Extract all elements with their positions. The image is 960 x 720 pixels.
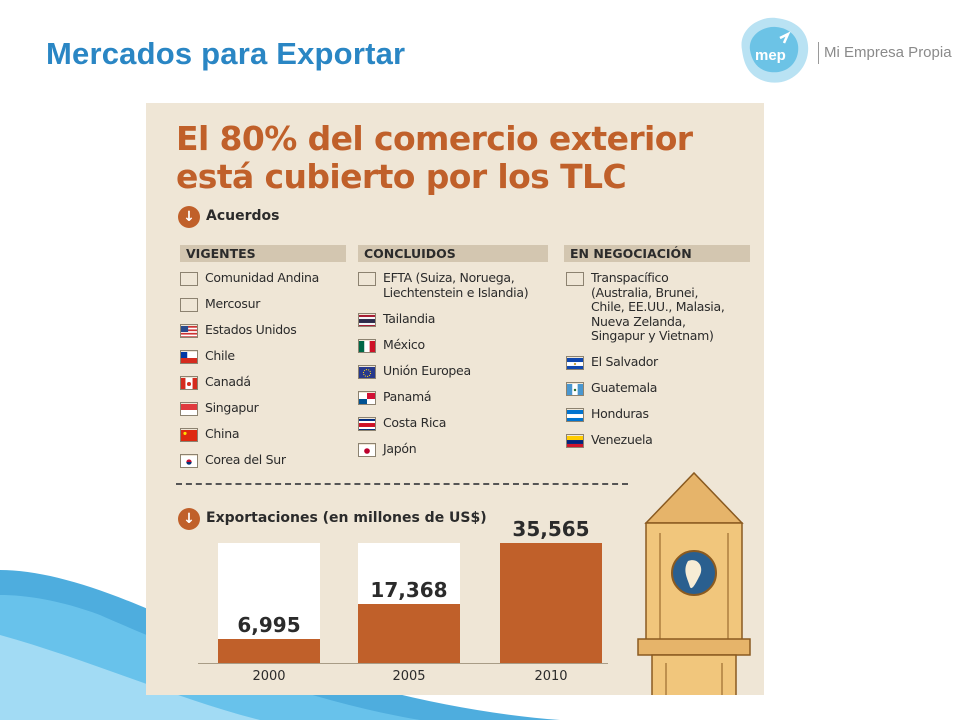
checkbox-icon: [566, 272, 584, 286]
agreement-item: El Salvador: [566, 354, 658, 370]
agreement-item: Singapur: [180, 400, 259, 416]
checkbox-icon: [180, 298, 198, 312]
agreement-label: Unión Europea: [383, 362, 471, 378]
decorative-swoosh: [0, 570, 560, 720]
agreement-label: EFTA (Suiza, Noruega, Liechtenstein e Is…: [383, 270, 529, 300]
agreement-item: China: [180, 426, 240, 442]
agreement-item: Transpacífico (Australia, Brunei, Chile,…: [566, 270, 725, 344]
agreement-label: Corea del Sur: [205, 452, 286, 467]
agreement-item: Costa Rica: [358, 414, 447, 431]
agreement-label: Guatemala: [591, 380, 658, 395]
agreement-label: Canadá: [205, 374, 251, 389]
agreement-label: Singapur: [205, 400, 259, 415]
agreement-item: Venezuela: [566, 432, 653, 448]
costarica-flag-icon: [358, 416, 376, 431]
infographic-headline-line1: El 80% del comercio exterior: [176, 119, 693, 158]
agreement-label: México: [383, 336, 425, 352]
bar-year-label: 2000: [252, 669, 286, 684]
bar-value-label: 6,995: [237, 613, 301, 638]
bar-2010: [500, 543, 602, 663]
agreement-item: Canadá: [180, 374, 251, 390]
agreement-item: Mercosur: [180, 296, 261, 312]
agreement-label: Chile: [205, 348, 235, 363]
agreement-item: Panamá: [358, 388, 432, 405]
slide-title: Mercados para Exportar: [46, 36, 406, 71]
acuerdos-label: Acuerdos: [206, 208, 280, 224]
bar-year-label: 2010: [534, 669, 568, 684]
agreement-item: Japón: [358, 440, 417, 457]
agreement-label: Estados Unidos: [205, 322, 297, 337]
logo-blob-icon: mep: [741, 17, 809, 83]
checkbox-icon: [180, 272, 198, 286]
agreement-label: Venezuela: [591, 432, 653, 447]
agreement-label: Costa Rica: [383, 414, 447, 430]
bar-year-label: 2005: [392, 669, 426, 684]
clock-tower-illustration: [637, 471, 751, 695]
venezuela-flag-icon: [566, 434, 584, 448]
agreement-item: EFTA (Suiza, Noruega, Liechtenstein e Is…: [358, 270, 529, 300]
down-arrow-icon: ↓: [178, 206, 200, 228]
usa-flag-icon: [180, 324, 198, 338]
agreement-item: Chile: [180, 348, 235, 364]
agreement-item: Estados Unidos: [180, 322, 297, 338]
column-header-en-negociacion: EN NEGOCIACIÓN: [564, 245, 750, 262]
agreement-item: Honduras: [566, 406, 649, 422]
bar-2005: [358, 604, 460, 663]
elsalvador-flag-icon: [566, 356, 584, 370]
section-divider: [176, 483, 628, 485]
agreement-label: Mercosur: [205, 296, 261, 311]
guatemala-flag-icon: [566, 382, 584, 396]
agreement-label: Japón: [383, 440, 417, 456]
panama-flag-icon: [358, 390, 376, 405]
singapore-flag-icon: [180, 402, 198, 416]
chile-flag-icon: [180, 350, 198, 364]
thailand-flag-icon: [358, 312, 376, 327]
agreement-label: Panamá: [383, 388, 432, 404]
tlc-infographic: El 80% del comercio exterior está cubier…: [146, 103, 764, 695]
agreement-item: Guatemala: [566, 380, 658, 396]
company-logo: mep Mi Empresa Propia: [728, 10, 952, 90]
bar-2000: [218, 639, 320, 663]
agreement-label: China: [205, 426, 240, 441]
agreement-label: Comunidad Andina: [205, 270, 320, 285]
agreement-item: Corea del Sur: [180, 452, 286, 468]
chart-axis: [198, 663, 608, 664]
china-flag-icon: [180, 428, 198, 442]
agreement-label: El Salvador: [591, 354, 658, 369]
column-header-concluidos: CONCLUIDOS: [358, 245, 548, 262]
column-header-vigentes: VIGENTES: [180, 245, 346, 262]
logo-mark: mep: [755, 47, 786, 64]
honduras-flag-icon: [566, 408, 584, 422]
agreement-label: Tailandia: [383, 310, 436, 326]
bar-value-label: 35,565: [512, 517, 590, 541]
agreement-item: Unión Europea: [358, 362, 471, 379]
japan-flag-icon: [358, 442, 376, 457]
infographic-headline-line2: está cubierto por los TLC: [176, 157, 627, 196]
eu-flag-icon: [358, 364, 376, 379]
agreement-item: Comunidad Andina: [180, 270, 320, 286]
bar-value-label: 17,368: [370, 578, 448, 603]
agreement-label: Honduras: [591, 406, 649, 421]
down-arrow-icon: ↓: [178, 508, 200, 530]
checkbox-icon: [358, 272, 376, 286]
agreement-item: México: [358, 336, 425, 353]
logo-separator: [818, 42, 819, 64]
agreement-item: Tailandia: [358, 310, 436, 327]
logo-text: Mi Empresa Propia: [824, 44, 952, 61]
exports-label: Exportaciones (en millones de US$): [206, 510, 487, 526]
agreement-label: Transpacífico (Australia, Brunei, Chile,…: [591, 270, 725, 343]
canada-flag-icon: [180, 376, 198, 390]
korea-flag-icon: [180, 454, 198, 468]
mexico-flag-icon: [358, 338, 376, 353]
